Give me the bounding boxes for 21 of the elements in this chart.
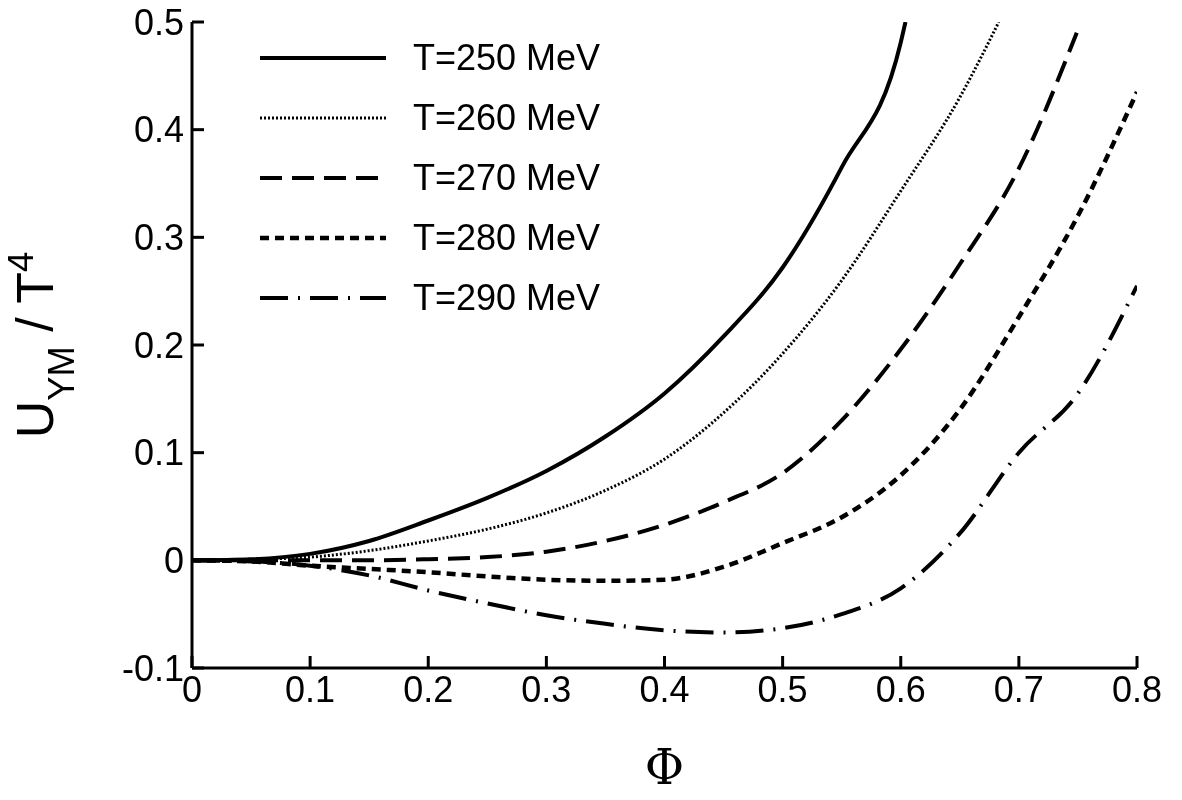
y-tick-label: 0.4 [133,109,184,151]
y-tick-label: -0.1 [121,647,184,689]
x-tick-label: 0.8 [1111,668,1163,710]
x-tick-label: 0.4 [639,668,690,710]
y-tick-label: 0 [163,540,184,582]
x-tick-label: 0.6 [875,668,926,710]
y-tick-label: 0.1 [133,432,184,474]
y-tick-label: 0.5 [133,1,184,43]
x-tick-label: 0.7 [993,668,1044,710]
x-tick-label: 0.2 [403,668,454,710]
y-tick-label: 0.3 [133,217,184,259]
legend-label: T=290 MeV [413,276,601,320]
legend-label: T=270 MeV [413,156,601,200]
legend-label: T=260 MeV [413,96,601,140]
x-tick-label: 0.3 [521,668,572,710]
y-tick-label: 0.2 [133,324,184,366]
x-tick-label: 0.5 [757,668,808,710]
legend-label: T=280 MeV [413,216,601,260]
legend-label: T=250 MeV [413,36,601,80]
x-tick-label: 0.1 [285,668,336,710]
x-axis-title: Φ [644,739,685,795]
